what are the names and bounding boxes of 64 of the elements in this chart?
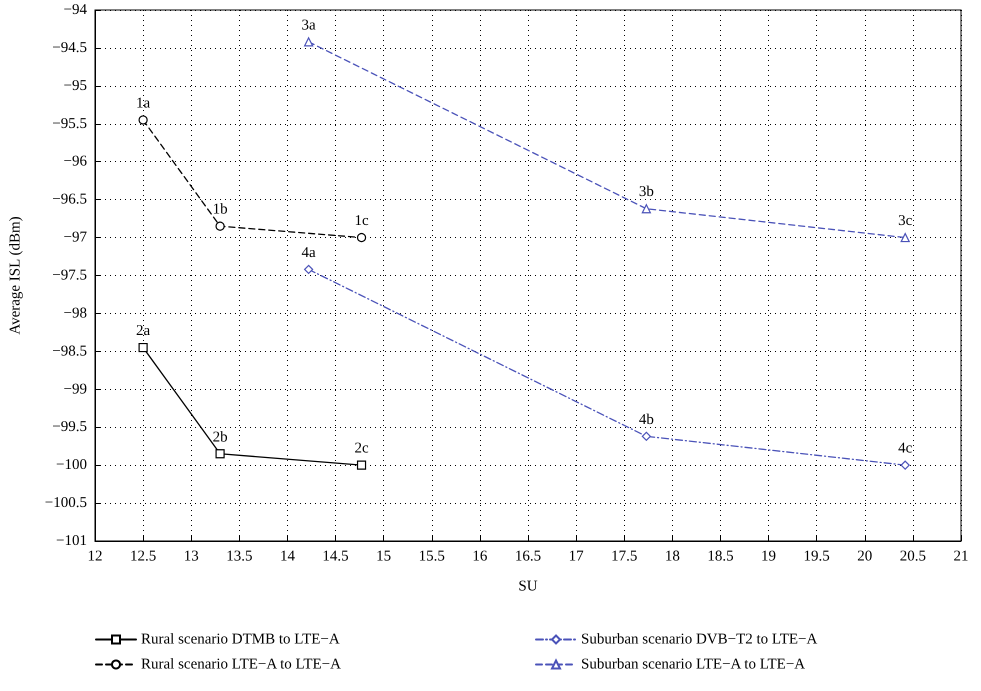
y-tick-label: −94.5 bbox=[52, 40, 87, 56]
annotation: 3c bbox=[898, 213, 913, 230]
y-tick-label: −95.5 bbox=[52, 116, 87, 132]
point bbox=[356, 460, 366, 470]
x-tick-label: 16 bbox=[472, 548, 488, 564]
y-tick-label: −98 bbox=[64, 305, 87, 322]
x-tick-label: 12.5 bbox=[130, 548, 156, 564]
x-tick-label: 20 bbox=[857, 548, 872, 564]
point bbox=[215, 449, 225, 458]
annotation: 4a bbox=[302, 244, 316, 261]
annotation: 4c bbox=[898, 440, 913, 457]
y-tick-label: −101 bbox=[56, 533, 87, 549]
x-tick-label: 21 bbox=[954, 548, 968, 564]
annotation: 1a bbox=[136, 95, 151, 112]
x-tick-label: 17 bbox=[568, 548, 584, 564]
y-tick-label: −97.5 bbox=[52, 268, 87, 284]
y-tick-label: −97 bbox=[64, 230, 88, 246]
legend-label: Rural scenario DTMB to LTE−A bbox=[141, 632, 340, 648]
point bbox=[304, 264, 314, 274]
y-tick-label: −96 bbox=[64, 154, 88, 170]
legend-label: Suburban scenario LTE−A to LTE−A bbox=[581, 656, 806, 672]
annotation: 1c bbox=[354, 213, 369, 230]
point bbox=[900, 232, 910, 242]
x-tick-label: 16.5 bbox=[514, 548, 542, 564]
point bbox=[138, 342, 148, 352]
x-tick-label: 14 bbox=[280, 548, 296, 564]
point bbox=[215, 222, 225, 231]
y-axis-title: Average ISL (dBm) bbox=[8, 216, 24, 335]
y-tick-label: −94 bbox=[64, 2, 88, 18]
x-axis-title: SU bbox=[518, 578, 538, 594]
x-tick-label: 15 bbox=[376, 548, 392, 564]
y-tick-label: −98.5 bbox=[52, 343, 87, 360]
x-tick-label: 12 bbox=[88, 548, 102, 564]
x-tick-label: 17.5 bbox=[611, 548, 638, 564]
legend-label: Rural scenario LTE−A to LTE−A bbox=[141, 656, 342, 672]
point bbox=[304, 37, 314, 46]
x-tick-label: 20.5 bbox=[900, 548, 926, 564]
annotation: 2a bbox=[136, 323, 151, 340]
y-tick-label: −96.5 bbox=[52, 192, 87, 208]
x-tick-label: 15.5 bbox=[418, 548, 445, 564]
y-tick-label: −99.5 bbox=[52, 419, 87, 436]
x-tick-label: 19.5 bbox=[804, 548, 830, 564]
y-tick-label: −99 bbox=[64, 381, 87, 398]
annotation: 2c bbox=[354, 440, 369, 457]
y-tick-label: −100.5 bbox=[44, 495, 87, 512]
x-tick-label: 19 bbox=[761, 548, 776, 564]
point bbox=[900, 460, 910, 470]
point bbox=[138, 115, 148, 125]
annotation: 1b bbox=[212, 202, 228, 218]
y-tick-label: −95 bbox=[64, 78, 87, 94]
x-tick-label: 14.5 bbox=[322, 548, 349, 564]
annotation: 3a bbox=[302, 17, 316, 34]
x-tick-label: 13.5 bbox=[226, 548, 252, 564]
annotation: 3b bbox=[638, 184, 654, 200]
x-tick-label: 13 bbox=[184, 548, 199, 564]
y-tick-label: −100 bbox=[56, 457, 87, 474]
point bbox=[356, 232, 366, 242]
x-tick-label: 18.5 bbox=[707, 548, 734, 564]
point bbox=[642, 204, 651, 214]
legend-label: Suburban scenario DVB−T2 to LTE−A bbox=[581, 632, 818, 648]
point bbox=[642, 432, 651, 441]
annotation: 2b bbox=[212, 429, 228, 446]
x-tick-label: 18 bbox=[664, 548, 680, 564]
annotation: 4b bbox=[638, 412, 654, 428]
